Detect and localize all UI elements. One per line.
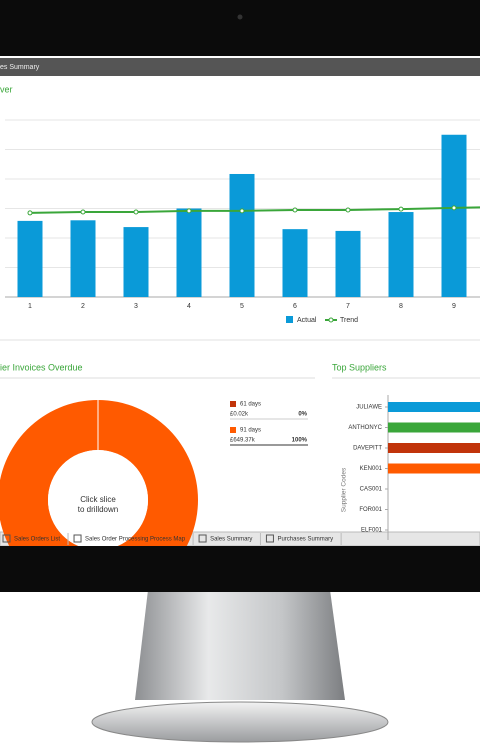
trend-point [292, 207, 298, 213]
bar [176, 208, 202, 297]
legend-label: 61 days [240, 402, 261, 408]
x-tick-label: 9 [452, 303, 456, 310]
legend-label: Actual [297, 317, 317, 324]
tab[interactable]: Sales Orders List [14, 537, 60, 543]
chart-title: ier Invoices Overdue [0, 362, 83, 372]
x-tick-label: 1 [28, 303, 32, 310]
bar [282, 229, 308, 297]
trend-point [27, 210, 33, 216]
center-text: Click slice [80, 495, 116, 504]
trend-point [398, 206, 404, 212]
chart-title: ver [0, 84, 13, 94]
trend-point [451, 205, 457, 211]
bar [123, 227, 149, 297]
legend-swatch [230, 401, 236, 407]
stand-neck [135, 590, 345, 700]
y-tick-label: CAS001 [360, 487, 383, 493]
axis-title: Supplier Codes [341, 467, 348, 512]
y-tick-label: ANTHONYC [348, 425, 382, 431]
bar [229, 173, 255, 297]
trend-point [345, 207, 351, 213]
x-tick-label: 2 [81, 303, 85, 310]
legend-swatch [328, 317, 334, 323]
screen: es Summary ver 1 2 3 4 5 6 7 8 9 Actual Trend ier In… [0, 56, 480, 546]
bar [388, 443, 480, 453]
tab-icon [198, 534, 207, 543]
percent-label: 0% [298, 412, 307, 418]
window-title: es Summary [0, 64, 40, 71]
bar [441, 134, 467, 297]
chart-title: Top Suppliers [332, 362, 387, 372]
legend-label: 91 days [240, 428, 261, 434]
percent-label: 100% [292, 438, 308, 444]
donut-hole [48, 450, 148, 546]
y-tick-label: JULIAWE [356, 405, 382, 411]
amount-label: £649.37k [230, 438, 256, 444]
trend-extension [453, 206, 480, 209]
tab-icon [265, 534, 274, 543]
legend-swatch [286, 316, 293, 323]
amount-label: £0.02k [230, 412, 249, 418]
x-tick-label: 5 [240, 303, 244, 310]
y-tick-label: KEN001 [360, 466, 383, 472]
tab-icon [73, 534, 82, 543]
tab[interactable]: Sales Order Processing Process Map [85, 537, 186, 543]
bar [335, 230, 361, 297]
y-tick-label: FOR001 [359, 507, 382, 513]
bar [388, 402, 480, 412]
bar [388, 463, 480, 474]
trend-point [80, 209, 86, 215]
trend-point [239, 208, 245, 214]
center-text: to drilldown [78, 505, 118, 514]
trend-point [186, 208, 192, 214]
bar [388, 212, 414, 297]
x-tick-label: 7 [346, 303, 350, 310]
x-tick-label: 3 [134, 303, 138, 310]
tab[interactable]: Purchases Summary [277, 537, 333, 543]
bar [70, 220, 96, 297]
tab[interactable]: Sales Summary [210, 537, 252, 543]
bar [388, 422, 480, 433]
donut-slice [0, 400, 198, 546]
x-tick-label: 8 [399, 303, 403, 310]
y-tick-label: ELF001 [361, 528, 383, 534]
title-bar [0, 58, 480, 76]
x-tick-label: 6 [293, 303, 297, 310]
legend-swatch [230, 427, 236, 433]
tab-icon [2, 534, 11, 543]
bar [17, 220, 43, 297]
legend-label: Trend [340, 317, 358, 324]
x-tick-label: 4 [187, 303, 191, 310]
y-tick-label: DAVEPITT [353, 446, 382, 452]
trend-point [133, 209, 139, 215]
camera [237, 14, 243, 20]
stand-base [91, 701, 389, 743]
